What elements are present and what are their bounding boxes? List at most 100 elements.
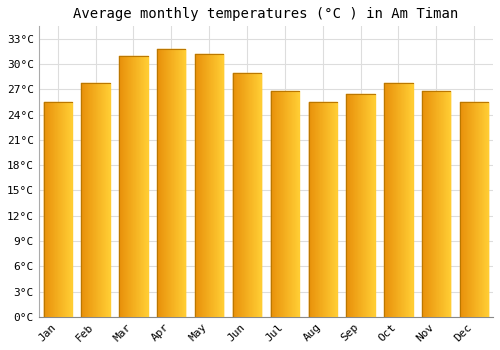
Bar [243, 72, 244, 317]
Bar [83, 83, 84, 317]
Bar [461, 102, 462, 317]
Bar [313, 102, 314, 317]
Bar [248, 72, 250, 317]
Bar [353, 94, 354, 317]
Bar [238, 72, 239, 317]
Bar [279, 91, 280, 317]
Bar [481, 102, 482, 317]
Bar [246, 72, 247, 317]
Bar [394, 83, 395, 317]
Bar [283, 91, 284, 317]
Bar [91, 83, 92, 317]
Bar [388, 83, 389, 317]
Bar [464, 102, 465, 317]
Bar [403, 83, 404, 317]
Bar [357, 94, 358, 317]
Bar [288, 91, 289, 317]
Bar [363, 94, 364, 317]
Bar [425, 91, 426, 317]
Bar [233, 72, 234, 317]
Bar [124, 56, 125, 317]
Bar [407, 83, 408, 317]
Bar [354, 94, 355, 317]
Bar [178, 49, 179, 317]
Bar [137, 56, 138, 317]
Bar [275, 91, 276, 317]
Bar [219, 54, 220, 317]
Bar [277, 91, 278, 317]
Bar [136, 56, 137, 317]
Bar [356, 94, 357, 317]
Bar [98, 83, 99, 317]
Bar [448, 91, 449, 317]
Bar [177, 49, 178, 317]
Bar [316, 102, 317, 317]
Bar [130, 56, 131, 317]
Bar [133, 56, 134, 317]
Bar [235, 72, 236, 317]
Bar [368, 94, 369, 317]
Title: Average monthly temperatures (°C ) in Am Timan: Average monthly temperatures (°C ) in Am… [74, 7, 458, 21]
Bar [447, 91, 448, 317]
Bar [404, 83, 405, 317]
Bar [179, 49, 180, 317]
Bar [331, 102, 332, 317]
Bar [205, 54, 206, 317]
Bar [108, 83, 109, 317]
Bar [402, 83, 403, 317]
Bar [395, 83, 396, 317]
Bar [309, 102, 310, 317]
Bar [121, 56, 122, 317]
Bar [173, 49, 174, 317]
Bar [208, 54, 209, 317]
Bar [196, 54, 197, 317]
Bar [335, 102, 336, 317]
Bar [160, 49, 161, 317]
Bar [47, 102, 48, 317]
Bar [157, 49, 158, 317]
Bar [291, 91, 292, 317]
Bar [361, 94, 362, 317]
Bar [315, 102, 316, 317]
Bar [295, 91, 296, 317]
Bar [311, 102, 312, 317]
Bar [176, 49, 177, 317]
Bar [58, 102, 59, 317]
Bar [222, 54, 223, 317]
Bar [429, 91, 430, 317]
Bar [221, 54, 222, 317]
Bar [297, 91, 298, 317]
Bar [439, 91, 440, 317]
Bar [487, 102, 488, 317]
Bar [348, 94, 349, 317]
Bar [391, 83, 392, 317]
Bar [168, 49, 169, 317]
Bar [197, 54, 198, 317]
Bar [256, 72, 257, 317]
Bar [438, 91, 439, 317]
Bar [296, 91, 297, 317]
Bar [144, 56, 145, 317]
Bar [365, 94, 366, 317]
Bar [480, 102, 481, 317]
Bar [60, 102, 61, 317]
Bar [163, 49, 164, 317]
Bar [211, 54, 212, 317]
Bar [366, 94, 367, 317]
Bar [374, 94, 375, 317]
Bar [321, 102, 322, 317]
Bar [434, 91, 435, 317]
Bar [216, 54, 217, 317]
Bar [282, 91, 283, 317]
Bar [478, 102, 479, 317]
Bar [104, 83, 105, 317]
Bar [54, 102, 55, 317]
Bar [82, 83, 83, 317]
Bar [472, 102, 473, 317]
Bar [206, 54, 207, 317]
Bar [392, 83, 394, 317]
Bar [398, 83, 399, 317]
Bar [284, 91, 285, 317]
Bar [370, 94, 371, 317]
Bar [169, 49, 170, 317]
